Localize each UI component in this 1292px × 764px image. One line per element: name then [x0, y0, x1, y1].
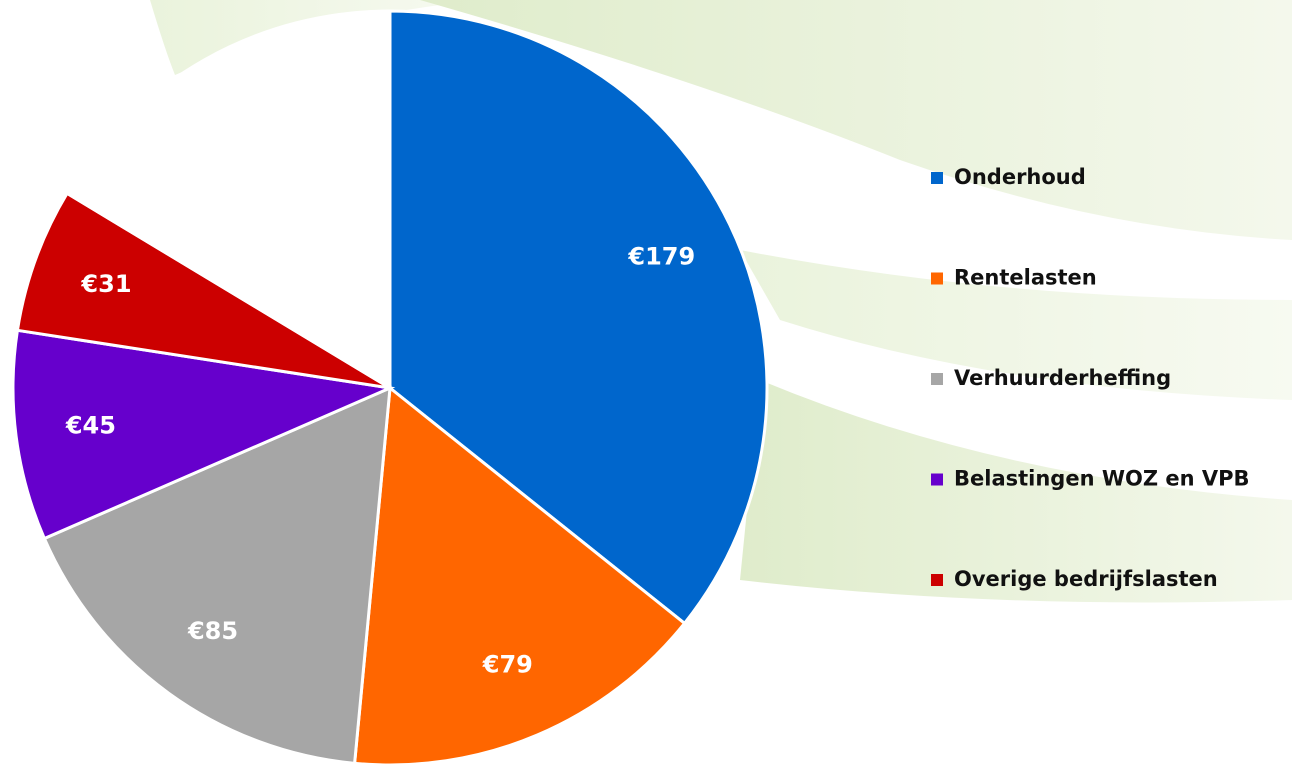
- value-label: €85: [187, 617, 238, 645]
- legend-swatch: [931, 373, 943, 385]
- value-label: €31: [80, 270, 131, 298]
- legend-swatch: [931, 474, 943, 486]
- pie: €179 €79 €85 €45 €31: [13, 11, 767, 764]
- value-label: €45: [65, 412, 116, 440]
- value-label: €79: [482, 651, 533, 679]
- chart: €179 €79 €85 €45 €31 Onderhoud Rentelasten Ver…: [0, 0, 1292, 764]
- legend-label: Verhuurderheffing: [954, 366, 1171, 390]
- legend-label: Onderhoud: [954, 165, 1086, 189]
- legend-swatch: [931, 574, 943, 586]
- value-label: €179: [627, 242, 695, 270]
- legend-label: Rentelasten: [954, 266, 1097, 290]
- legend-label: Belastingen WOZ en VPB: [954, 467, 1250, 491]
- legend-swatch: [931, 273, 943, 285]
- legend-label: Overige bedrijfslasten: [954, 567, 1218, 591]
- legend-swatch: [931, 172, 943, 184]
